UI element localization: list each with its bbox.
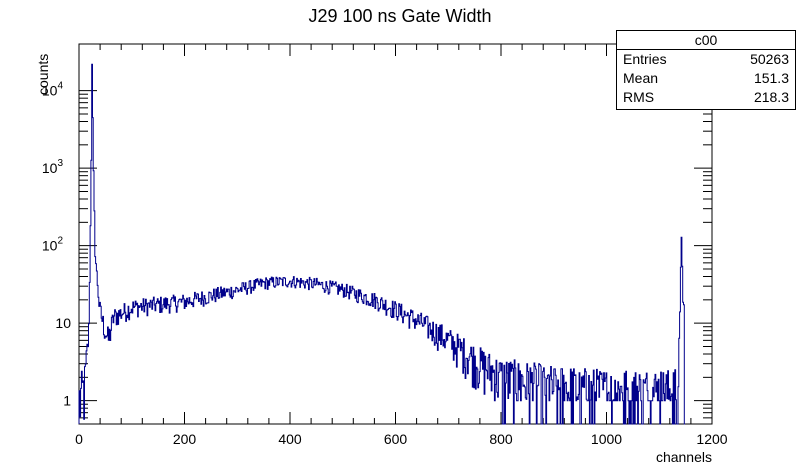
x-tick-label: 200: [173, 431, 197, 447]
stats-title: c00: [617, 31, 795, 50]
histogram-line: [78, 63, 686, 425]
stats-value: 218.3: [753, 89, 789, 105]
y-axis-label: counts: [35, 54, 51, 95]
y-tick-exponent: 3: [57, 158, 63, 169]
stats-row-entries: Entries 50263: [617, 50, 795, 69]
y-tick-label: 10: [55, 315, 71, 331]
x-tick-label: 800: [489, 431, 513, 447]
x-tick-label: 0: [75, 431, 83, 447]
stats-value: 50263: [750, 51, 789, 67]
x-tick-label: 600: [384, 431, 408, 447]
x-tick-label: 1200: [696, 431, 727, 447]
stats-row-rms: RMS 218.3: [617, 88, 795, 107]
stats-box: c00 Entries 50263 Mean 151.3 RMS 218.3: [616, 30, 796, 110]
x-tick-label: 1000: [591, 431, 622, 447]
x-axis-label: channels: [656, 449, 712, 465]
stats-value: 151.3: [753, 70, 789, 86]
stats-row-mean: Mean 151.3: [617, 69, 795, 88]
stats-label: Entries: [623, 51, 667, 67]
y-tick-exponent: 2: [57, 236, 63, 247]
stats-label: Mean: [623, 70, 659, 86]
x-tick-label: 400: [278, 431, 302, 447]
stats-label: RMS: [623, 89, 655, 105]
chart-title: J29 100 ns Gate Width: [308, 6, 492, 26]
y-tick-label: 102: [42, 236, 64, 254]
y-tick-label: 103: [42, 158, 64, 176]
y-tick-label: 1: [63, 393, 71, 409]
y-tick-exponent: 4: [57, 81, 63, 92]
